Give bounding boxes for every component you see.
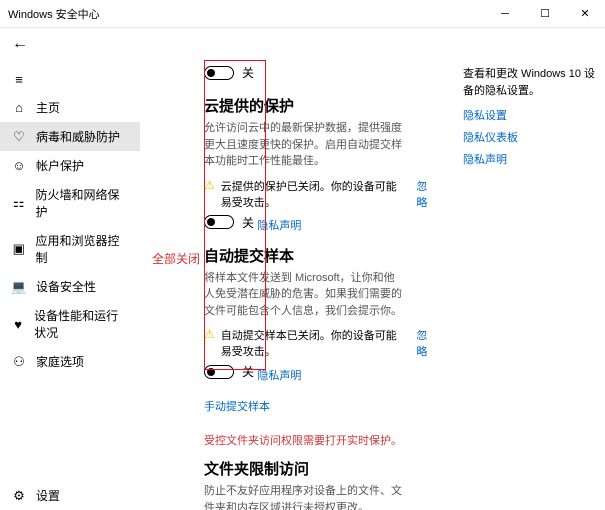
- health-icon: ♥: [12, 317, 24, 332]
- sample-dismiss-link[interactable]: 忽略: [416, 327, 434, 359]
- nav-virus[interactable]: ♡ 病毒和威胁防护: [0, 122, 140, 151]
- sample-warning: ⚠ 自动提交样本已关闭。你的设备可能易受攻击。 忽略: [204, 327, 434, 359]
- back-arrow-icon[interactable]: ←: [12, 35, 28, 53]
- nav-menu-button[interactable]: ≡: [0, 66, 140, 93]
- titlebar: Windows 安全中心 ─ ☐ ✕: [0, 0, 605, 28]
- nav-health[interactable]: ♥ 设备性能和运行状况: [0, 301, 140, 347]
- cloud-warning: ⚠ 云提供的保护已关闭。你的设备可能易受攻击。 忽略: [204, 178, 434, 210]
- realtime-toggle[interactable]: 关: [204, 64, 254, 81]
- nav-account[interactable]: ☺ 帐户保护: [0, 151, 140, 180]
- nav-app[interactable]: ▣ 应用和浏览器控制: [0, 226, 140, 272]
- firewall-icon: ⚏: [12, 195, 25, 211]
- privacy-dashboard-link[interactable]: 隐私仪表板: [463, 129, 597, 145]
- shield-icon: ♡: [12, 129, 26, 145]
- nav-home[interactable]: ⌂ 主页: [0, 93, 140, 122]
- close-button[interactable]: ✕: [565, 0, 605, 28]
- toggle-switch[interactable]: [204, 215, 234, 229]
- privacy-statement-link[interactable]: 隐私声明: [463, 151, 597, 167]
- nav-label: 设备性能和运行状况: [34, 307, 128, 341]
- warning-icon: ⚠: [204, 327, 215, 341]
- annotation-column: 全部关闭: [140, 60, 200, 510]
- account-icon: ☺: [12, 158, 26, 173]
- warning-text: 自动提交样本已关闭。你的设备可能易受攻击。: [221, 327, 407, 359]
- menu-icon: ≡: [12, 72, 26, 87]
- family-icon: ⚇: [12, 354, 26, 370]
- toggle-label: 关: [242, 214, 254, 231]
- folder-desc: 防止不友好应用程序对设备上的文件、文件夹和内存区域进行未授权更改。: [204, 483, 404, 510]
- sample-toggle[interactable]: 关: [204, 363, 254, 380]
- cloud-privacy-link[interactable]: 隐私声明: [257, 217, 301, 233]
- nav-settings[interactable]: ⚙ 设置: [0, 487, 60, 504]
- folder-title: 文件夹限制访问: [204, 458, 451, 479]
- maximize-button[interactable]: ☐: [525, 0, 565, 28]
- nav-device[interactable]: 💻 设备安全性: [0, 272, 140, 301]
- toggle-switch[interactable]: [204, 365, 234, 379]
- nav-family[interactable]: ⚇ 家庭选项: [0, 347, 140, 376]
- nav-label: 防火墙和网络保护: [35, 186, 128, 220]
- nav-label: 主页: [36, 99, 60, 116]
- cloud-title: 云提供的保护: [204, 95, 451, 116]
- gear-icon: ⚙: [12, 488, 26, 504]
- warning-icon: ⚠: [204, 178, 215, 192]
- window-controls: ─ ☐ ✕: [485, 0, 605, 28]
- sample-title: 自动提交样本: [204, 245, 451, 266]
- right-desc: 查看和更改 Windows 10 设备的隐私设置。: [463, 66, 597, 99]
- nav-label: 家庭选项: [36, 353, 84, 370]
- sample-desc: 将样本文件发送到 Microsoft，让你和他人免受潜在威胁的危害。如果我们需要…: [204, 270, 404, 320]
- app-icon: ▣: [12, 241, 25, 257]
- minimize-button[interactable]: ─: [485, 0, 525, 28]
- manual-submit-link[interactable]: 手动提交样本: [204, 398, 270, 414]
- topbar: ←: [0, 28, 605, 60]
- window-title: Windows 安全中心: [8, 6, 100, 22]
- nav-label: 帐户保护: [36, 157, 84, 174]
- sidebar: ≡ ⌂ 主页 ♡ 病毒和威胁防护 ☺ 帐户保护 ⚏ 防火墙和网络保护 ▣ 应用和浏览器控制…: [0, 60, 140, 510]
- device-icon: 💻: [12, 279, 26, 295]
- cloud-toggle[interactable]: 关: [204, 214, 254, 231]
- nav-label: 设备安全性: [36, 278, 96, 295]
- toggle-label: 关: [242, 64, 254, 81]
- warning-text: 云提供的保护已关闭。你的设备可能易受攻击。: [221, 178, 407, 210]
- annotation-all-off: 全部关闭: [152, 250, 200, 267]
- nav-firewall[interactable]: ⚏ 防火墙和网络保护: [0, 180, 140, 226]
- toggle-switch[interactable]: [204, 66, 234, 80]
- privacy-settings-link[interactable]: 隐私设置: [463, 107, 597, 123]
- nav-label: 设置: [36, 487, 60, 504]
- content-area: 关 云提供的保护 允许访问云中的最新保护数据，提供强度更大且速度更快的保护。启用…: [200, 60, 455, 510]
- sample-privacy-link[interactable]: 隐私声明: [257, 367, 301, 383]
- cloud-dismiss-link[interactable]: 忽略: [416, 178, 434, 210]
- right-pane: 查看和更改 Windows 10 设备的隐私设置。 隐私设置 隐私仪表板 隐私声…: [455, 60, 605, 510]
- home-icon: ⌂: [12, 100, 26, 115]
- nav-label: 病毒和威胁防护: [36, 128, 120, 145]
- nav-label: 应用和浏览器控制: [35, 232, 128, 266]
- cloud-desc: 允许访问云中的最新保护数据，提供强度更大且速度更快的保护。启用自动提交样本功能时…: [204, 120, 404, 170]
- folder-warning: 受控文件夹访问权限需要打开实时保护。: [204, 432, 451, 448]
- toggle-label: 关: [242, 363, 254, 380]
